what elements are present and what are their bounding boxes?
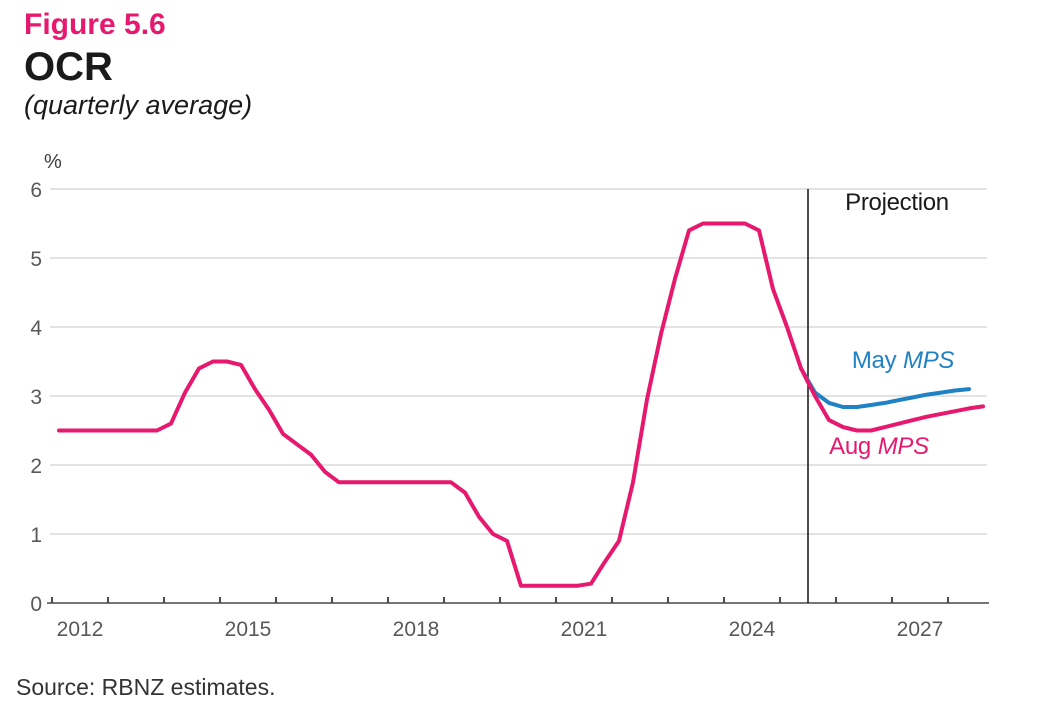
y-tick-label: 6 [30,179,42,202]
source-note: Source: RBNZ estimates. [16,674,276,700]
x-tick-label: 2027 [897,618,944,641]
may-mps-label-text: May [851,347,897,374]
y-tick-label: 0 [30,593,42,616]
gridlines [50,188,987,535]
y-tick-label: 1 [30,524,42,547]
may-mps-label-italic: MPS [903,347,955,374]
x-tick-label: 2021 [561,618,608,641]
x-tick-label: 2018 [393,618,440,641]
projection-label-text: Projection [845,189,949,216]
series-line-may-mps [799,366,971,409]
series-line-aug-mps [799,366,985,433]
projection-label: Projection [845,189,949,217]
aug-mps-label-italic: MPS [877,433,929,460]
x-axis [47,597,989,604]
series-line-ocr-history [57,221,803,588]
y-tick-label: 3 [30,386,42,409]
x-tick-label: 2015 [225,618,272,641]
x-tick-label: 2012 [57,618,104,641]
chart-title: OCR [24,45,113,89]
series-lines [57,221,985,588]
aug-mps-label: Aug MPS [829,433,929,461]
x-tick-label: 2024 [729,618,776,641]
y-tick-label: 5 [30,248,42,271]
x-axis-labels: 2012 2015 2018 2021 2024 2027 [57,618,944,641]
y-tick-label: 4 [30,317,42,340]
chart-subtitle: (quarterly average) [24,90,253,120]
y-axis-labels: 0 1 2 3 4 5 6 [30,179,42,616]
may-mps-label: May MPS [851,347,955,375]
aug-mps-label-text: Aug [829,433,871,460]
y-tick-label: 2 [30,455,42,478]
y-axis-unit-label: % [44,151,62,173]
figure-label: Figure 5.6 [24,8,166,41]
